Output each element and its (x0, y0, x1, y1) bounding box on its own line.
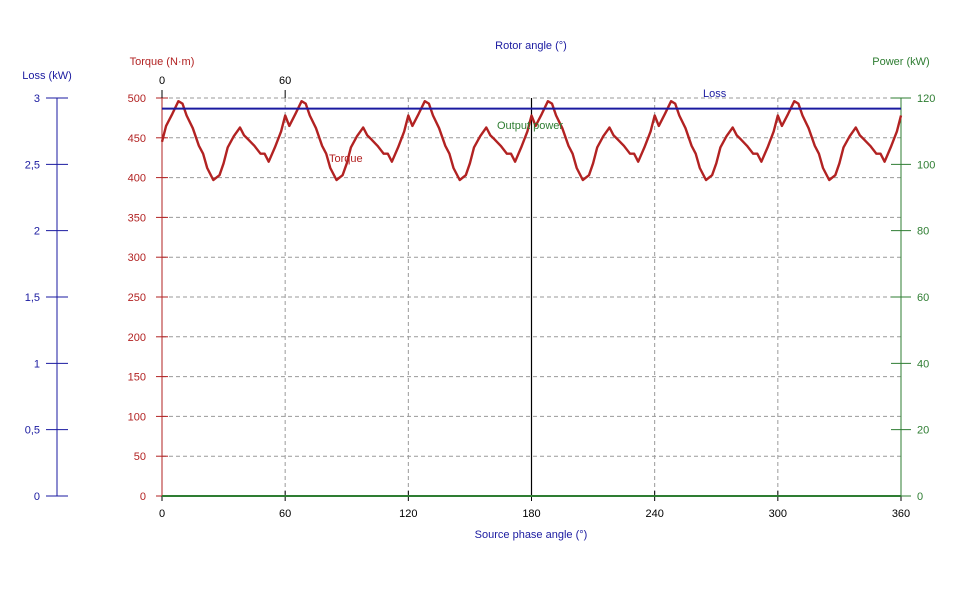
output-power-series-label: Output power (497, 120, 563, 132)
x-tick-label: 120 (399, 508, 417, 520)
x-tick-label: 360 (892, 508, 910, 520)
torque-tick-label: 400 (128, 173, 146, 185)
torque-tick-label: 500 (128, 93, 146, 105)
x-tick-label: 60 (279, 508, 291, 520)
torque-tick-label: 300 (128, 252, 146, 264)
torque-tick-label: 350 (128, 212, 146, 224)
x-axis-title: Source phase angle (°) (475, 529, 588, 541)
label-layer: Rotor angle (°) Loss (kW) Torque (N·m) P… (22, 40, 929, 541)
power-tick-label: 20 (917, 425, 929, 437)
top-axis-title: Rotor angle (°) (495, 40, 567, 52)
loss-tick-label: 1,5 (25, 292, 40, 304)
x-tick-label: 0 (159, 508, 165, 520)
torque-tick-label: 450 (128, 133, 146, 145)
power-axis-title: Power (kW) (872, 56, 929, 68)
loss-series-label: Loss (703, 88, 727, 100)
loss-tick-label: 3 (34, 93, 40, 105)
top-axis-tick-label: 0 (159, 75, 165, 87)
x-tick-label: 300 (769, 508, 787, 520)
torque-tick-label: 200 (128, 332, 146, 344)
power-tick-label: 120 (917, 93, 935, 105)
torque-tick-label: 0 (140, 491, 146, 503)
power-tick-label: 40 (917, 358, 929, 370)
loss-tick-label: 0,5 (25, 425, 40, 437)
loss-tick-label: 0 (34, 491, 40, 503)
power-tick-label: 80 (917, 226, 929, 238)
torque-tick-label: 250 (128, 292, 146, 304)
torque-series-label: Torque (329, 153, 363, 165)
loss-tick-label: 2,5 (25, 159, 40, 171)
torque-tick-label: 150 (128, 372, 146, 384)
power-tick-label: 0 (917, 491, 923, 503)
series-layer (160, 100, 903, 497)
loss-tick-label: 1 (34, 358, 40, 370)
power-tick-label: 100 (917, 159, 935, 171)
torque-axis-title: Torque (N·m) (130, 56, 195, 68)
top-axis-tick-label: 60 (279, 75, 291, 87)
torque-tick-label: 50 (134, 451, 146, 463)
loss-axis-title: Loss (kW) (22, 70, 72, 82)
loss-tick-label: 2 (34, 226, 40, 238)
x-tick-label: 240 (645, 508, 663, 520)
torque-tick-label: 100 (128, 411, 146, 423)
x-tick-label: 180 (522, 508, 540, 520)
torque-series-line (160, 100, 903, 182)
power-tick-label: 60 (917, 292, 929, 304)
